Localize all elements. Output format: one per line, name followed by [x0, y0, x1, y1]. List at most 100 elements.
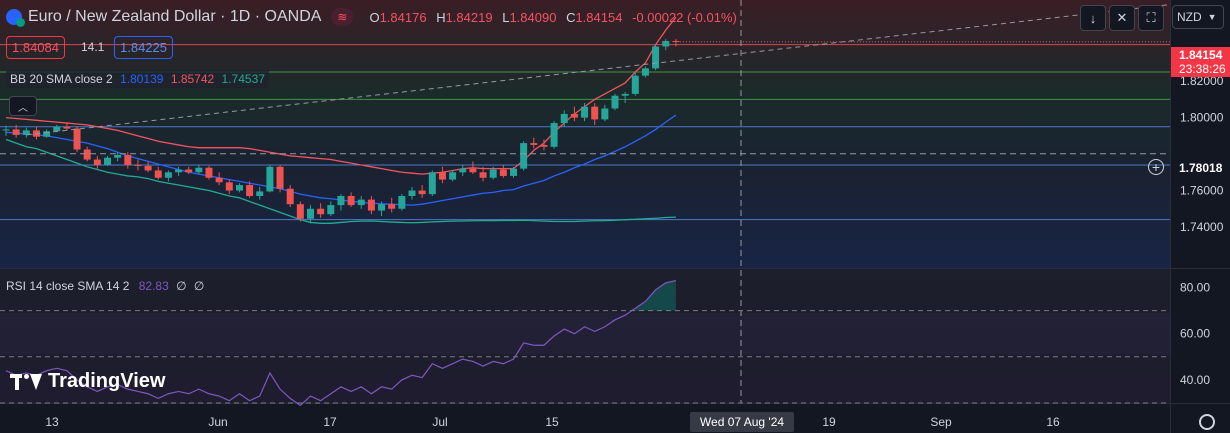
ohlc-open-key: O	[369, 9, 380, 25]
candle-body	[327, 205, 335, 215]
rsi-tick-label: 40.00	[1180, 373, 1210, 387]
candle-body	[286, 188, 294, 205]
candle-body	[520, 143, 528, 169]
candle-body	[510, 168, 517, 176]
bb-lower-value: 1.74537	[221, 72, 265, 86]
collapse-icon: ✕	[1116, 10, 1128, 25]
candle-body	[459, 168, 467, 173]
ohlc-close: 1.84154	[575, 9, 623, 25]
candle-body	[408, 190, 416, 196]
time-tick-label: 19	[822, 415, 836, 429]
candle-body	[428, 172, 436, 195]
candle-body	[347, 195, 355, 206]
candle-body	[63, 126, 71, 129]
chevron-down-icon: ▼	[1207, 12, 1217, 22]
candle-body	[560, 113, 568, 124]
fullscreen-icon: ⛶	[1146, 10, 1156, 25]
candle-body	[550, 123, 558, 147]
time-tick-label: 17	[323, 415, 337, 429]
rsi-legend[interactable]: RSI 14 close SMA 14 2 82.83 ∅ ∅	[6, 279, 204, 293]
symbol-title[interactable]: Euro / New Zealand Dollar · 1D · OANDA	[28, 8, 322, 25]
candle-body	[43, 131, 51, 137]
bb-basis-value: 1.80139	[120, 72, 164, 86]
settings-button[interactable]	[1199, 414, 1215, 430]
download-button[interactable]: ↓	[1080, 5, 1106, 31]
ohlc-change: -0.00022 (-0.01%)	[632, 9, 737, 25]
tradingview-logo[interactable]: TradingView	[10, 370, 165, 393]
bb-upper-value: 1.85742	[170, 72, 215, 86]
symbol-logo-icon[interactable]	[6, 9, 25, 27]
price-tick-label: 1.80000	[1180, 111, 1224, 125]
chart-overlays	[0, 0, 1171, 404]
candle-body	[175, 169, 183, 173]
plus-icon: +	[1151, 159, 1161, 175]
currency-label: NZD	[1177, 10, 1202, 24]
tradingview-mark-icon	[10, 373, 42, 390]
buy-price: 1.84225	[120, 40, 167, 55]
time-tick-label: 16	[1046, 415, 1060, 429]
buy-button[interactable]: 1.84225	[114, 36, 173, 59]
sell-button[interactable]: 1.84084	[6, 36, 65, 59]
chart-header: Euro / New Zealand Dollar · 1D · OANDA ≋…	[0, 0, 737, 34]
time-tick-label: Sep	[930, 415, 952, 429]
tradingview-wordmark: TradingView	[48, 370, 166, 392]
candle-body	[631, 75, 639, 94]
candle-body	[489, 169, 497, 178]
candle-body	[104, 157, 111, 165]
candle-body	[2, 129, 10, 131]
candle-body	[276, 166, 284, 189]
price-axis[interactable]: 1.82000 1.80000 1.76000 1.74000	[1180, 74, 1224, 234]
currency-selector[interactable]: NZD ▼	[1172, 5, 1224, 29]
bb-legend[interactable]: BB 20 SMA close 2 1.80139 1.85742 1.7453…	[6, 70, 269, 88]
collapse-button[interactable]: ✕	[1109, 5, 1135, 31]
candle-body	[418, 190, 426, 195]
rsi-na-2: ∅	[193, 279, 205, 293]
candle-body	[479, 172, 487, 178]
ohlc-high: 1.84219	[445, 9, 493, 25]
candle-body	[378, 204, 386, 211]
price-tick-label: 1.82000	[1180, 74, 1224, 88]
time-tick-label: Jul	[432, 415, 447, 429]
candle-body	[581, 106, 589, 118]
trend-line	[26, 4, 1171, 136]
candle-body	[307, 208, 314, 219]
last-price-tag: 1.84154 23:38:26	[1171, 47, 1230, 77]
candle-body	[601, 108, 609, 120]
candle-body	[367, 199, 375, 211]
crosshair-price-tag: 1.78018	[1171, 159, 1230, 177]
candle-body	[591, 106, 599, 120]
time-axis[interactable]: 13 Jun 17 Jul 15 19 Sep 16	[45, 415, 1060, 429]
candle-body	[621, 93, 629, 96]
candle-body	[164, 172, 172, 178]
ohlc-open: 1.84176	[379, 9, 427, 25]
candle-body	[185, 169, 193, 173]
candle-body	[530, 143, 538, 145]
chevron-up-icon: ︿	[18, 102, 28, 114]
price-tick-label: 1.74000	[1180, 220, 1224, 234]
add-alert-button[interactable]: +	[1148, 159, 1164, 175]
rsi-axis[interactable]: 80.00 60.00 40.00	[1180, 280, 1210, 386]
candle-body	[469, 168, 477, 173]
candle-body	[317, 208, 325, 215]
time-tick-label: 15	[545, 415, 559, 429]
candle-body	[266, 166, 274, 192]
candle-body	[93, 159, 101, 165]
candle-body	[134, 164, 142, 166]
rsi-label: RSI 14 close SMA 14 2	[6, 279, 130, 293]
fullscreen-button[interactable]: ⛶	[1138, 5, 1164, 31]
candle-body	[195, 167, 203, 173]
bb-label: BB 20 SMA close 2	[10, 72, 113, 86]
candle-body	[154, 170, 162, 178]
candle-body	[337, 195, 345, 206]
collapse-legend-button[interactable]: ︿	[9, 96, 37, 116]
candle-body	[235, 185, 243, 191]
candle-body	[53, 126, 61, 132]
candle-body	[438, 172, 446, 180]
rsi-tick-label: 80.00	[1180, 280, 1210, 294]
candle-body	[652, 46, 660, 69]
arrow-down-icon: ↓	[1089, 10, 1097, 26]
market-status-icon[interactable]: ≋	[331, 8, 354, 26]
candle-body	[499, 169, 507, 176]
candle-body	[225, 182, 233, 191]
